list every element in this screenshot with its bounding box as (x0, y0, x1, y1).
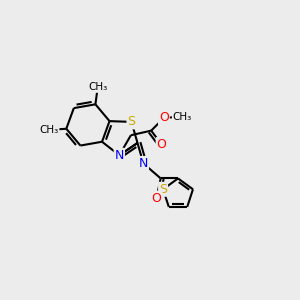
Text: S: S (128, 116, 136, 128)
Text: O: O (157, 138, 166, 151)
Text: O: O (159, 111, 169, 124)
Text: N: N (115, 149, 124, 162)
Text: CH₃: CH₃ (88, 82, 107, 92)
Text: S: S (159, 183, 167, 196)
Text: CH₃: CH₃ (173, 112, 192, 122)
Text: O: O (152, 192, 161, 205)
Text: CH₃: CH₃ (39, 125, 58, 135)
Text: N: N (139, 157, 148, 170)
